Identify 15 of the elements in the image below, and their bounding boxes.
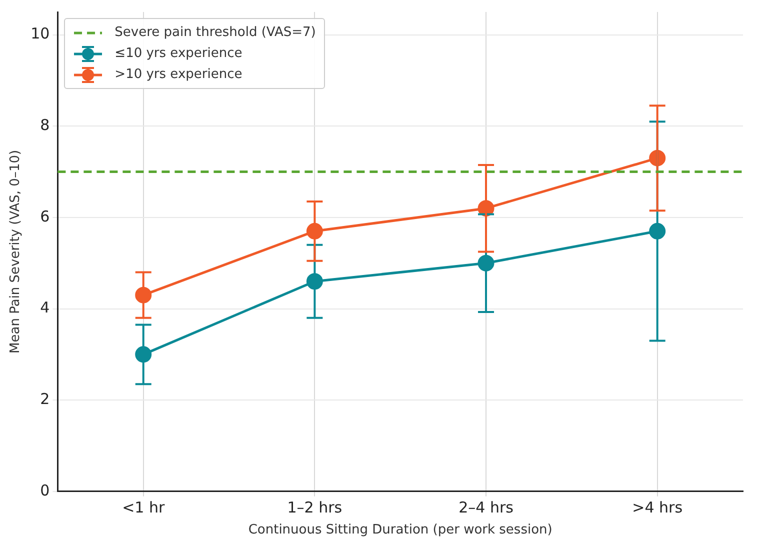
x-tick-label: >4 hrs — [632, 498, 683, 516]
y-tick-label: 2 — [40, 390, 50, 408]
y-tick-label: 6 — [40, 207, 50, 226]
legend-label: ≤10 yrs experience — [114, 46, 242, 61]
x-axis-title: Continuous Sitting Duration (per work session) — [248, 522, 552, 538]
y-axis-title: Mean Pain Severity (VAS, 0–10) — [8, 150, 24, 354]
legend-label: Severe pain threshold (VAS=7) — [114, 25, 316, 40]
y-tick-label: 4 — [40, 298, 50, 317]
x-tick-label: 2–4 hrs — [458, 498, 514, 516]
y-tick-label: 0 — [40, 481, 50, 500]
legend-label: >10 yrs experience — [114, 67, 242, 82]
y-tick-label: 10 — [30, 24, 50, 43]
y-tick-label: 8 — [40, 116, 50, 134]
x-tick-label: <1 hr — [122, 498, 166, 516]
x-tick-label: 1–2 hrs — [287, 498, 342, 516]
